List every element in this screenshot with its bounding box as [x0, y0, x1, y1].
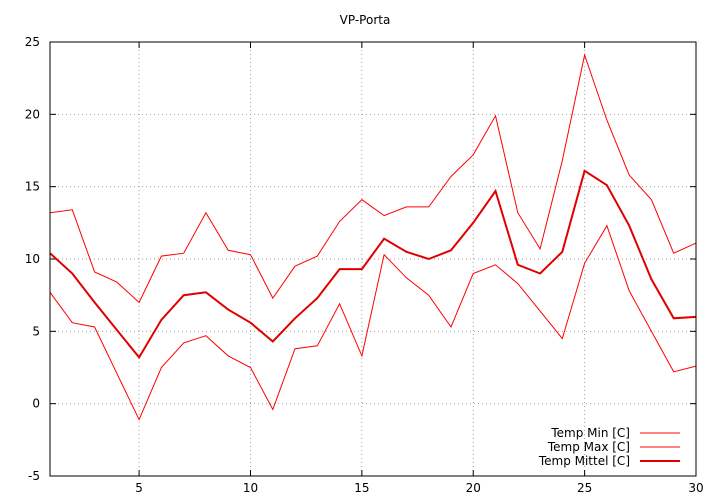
chart-title: VP-Porta	[340, 13, 391, 27]
y-tick-label: -5	[28, 469, 40, 483]
y-tick-label: 25	[25, 35, 40, 49]
x-tick-label: 25	[577, 481, 592, 495]
legend-label: Temp Mittel [C]	[538, 454, 630, 468]
y-tick-label: 0	[32, 397, 40, 411]
y-tick-label: 20	[25, 107, 40, 121]
series-line-temp-min	[49, 224, 697, 421]
x-tick-label: 20	[466, 481, 481, 495]
x-tick-label: 15	[354, 481, 369, 495]
series-line-temp-mittel	[49, 169, 697, 360]
legend-label: Temp Min [C]	[550, 426, 630, 440]
grid	[50, 42, 696, 476]
series-line-temp-max	[49, 53, 697, 304]
x-tick-label: 5	[135, 481, 143, 495]
y-tick-label: 15	[25, 180, 40, 194]
plot-frame	[49, 41, 697, 477]
series-lines	[49, 53, 697, 421]
y-tick-label: 5	[32, 324, 40, 338]
x-tick-label: 30	[688, 481, 703, 495]
legend-label: Temp Max [C]	[547, 440, 630, 454]
y-tick-label: 10	[25, 252, 40, 266]
legend: Temp Min [C]Temp Max [C]Temp Mittel [C]	[538, 426, 680, 468]
x-tick-label: 10	[243, 481, 258, 495]
